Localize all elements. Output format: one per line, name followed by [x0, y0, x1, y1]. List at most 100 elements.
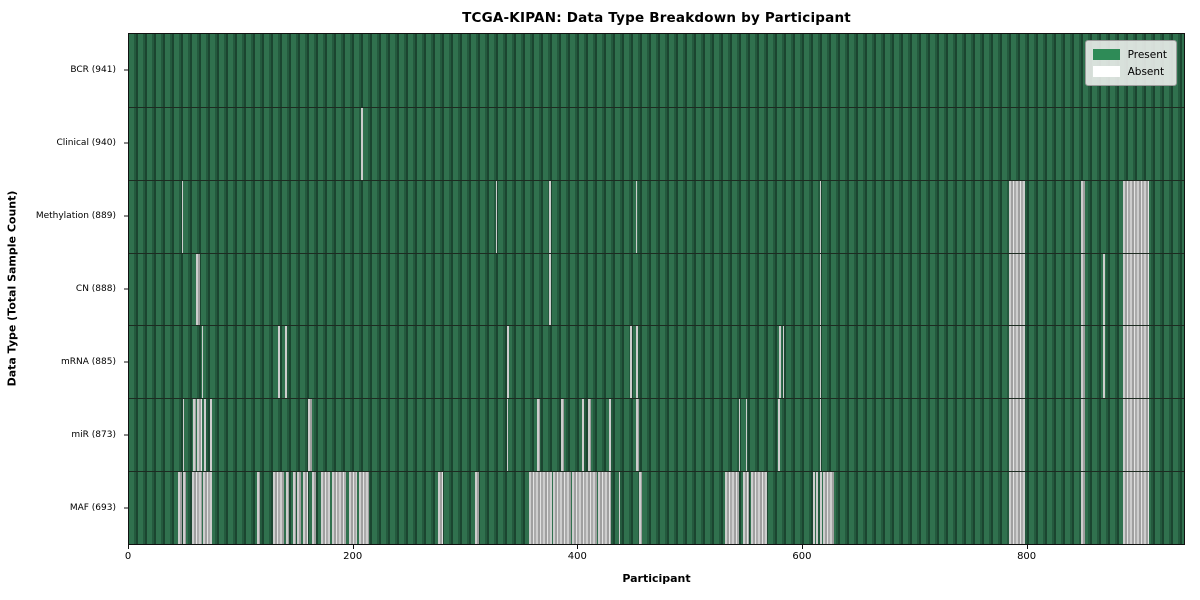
x-tick-label: 0: [124, 551, 132, 562]
absent-swatch: [1092, 66, 1120, 77]
absent-stripe: [196, 253, 200, 326]
legend-item-present: Present: [1092, 46, 1167, 63]
absent-stripe: [201, 326, 204, 399]
absent-stripe: [639, 472, 643, 544]
absent-stripe: [745, 399, 748, 472]
absent-stripe: [197, 399, 202, 472]
absent-stripe: [348, 472, 357, 544]
absent-stripe: [1123, 326, 1150, 399]
absent-stripe: [549, 180, 551, 253]
y-axis-ticks: BCR (941) Clinical (940) Methylation (889)…: [0, 33, 128, 545]
heatmap-row-methylation: [129, 179, 1184, 253]
absent-stripe: [1009, 326, 1025, 399]
absent-stripe: [278, 326, 281, 399]
absent-stripe: [1080, 253, 1086, 326]
absent-stripe: [743, 472, 749, 544]
absent-stripe: [587, 399, 591, 472]
absent-stripe: [506, 399, 509, 472]
x-axis-ticks: 0 200 400 600 800: [124, 545, 1185, 567]
absent-stripe: [819, 472, 822, 544]
legend: Present Absent: [1084, 40, 1177, 86]
absent-stripe: [209, 399, 212, 472]
absent-stripe: [529, 472, 552, 544]
absent-stripe: [1103, 326, 1105, 399]
present-swatch: [1092, 49, 1120, 60]
absent-stripe: [635, 399, 640, 472]
absent-stripe: [292, 472, 297, 544]
absent-stripe: [256, 472, 261, 544]
absent-stripe: [1009, 399, 1025, 472]
x-tick-mark: [1026, 545, 1028, 549]
absent-stripe: [191, 472, 202, 544]
x-tick-label: 200: [343, 551, 363, 562]
y-tick-label-bcr: BCR (941): [70, 64, 116, 75]
x-tick-label: 400: [567, 551, 587, 562]
x-axis-label: Participant: [622, 572, 691, 585]
absent-stripe: [812, 472, 816, 544]
absent-stripe: [635, 326, 638, 399]
legend-item-absent: Absent: [1092, 63, 1167, 80]
absent-stripe: [549, 253, 551, 326]
x-tick-mark: [801, 545, 803, 549]
legend-label-present: Present: [1127, 48, 1167, 61]
absent-stripe: [822, 472, 835, 544]
absent-stripe: [1103, 253, 1105, 326]
absent-stripe: [438, 472, 443, 544]
chart-title: TCGA-KIPAN: Data Type Breakdown by Parti…: [462, 10, 851, 26]
absent-stripe: [302, 472, 309, 544]
absent-stripe: [272, 472, 284, 544]
absent-stripe: [630, 326, 633, 399]
absent-stripe: [725, 472, 739, 544]
absent-stripe: [778, 399, 781, 472]
absent-stripe: [819, 326, 822, 399]
absent-stripe: [1080, 180, 1086, 253]
plot-area: Present Absent: [128, 33, 1185, 545]
absent-stripe: [571, 472, 597, 544]
absent-stripe: [506, 326, 510, 399]
absent-stripe: [204, 399, 207, 472]
y-tick-mark: [124, 142, 128, 144]
absent-stripe: [1080, 472, 1086, 544]
absent-stripe: [178, 472, 182, 544]
absent-stripe: [751, 472, 767, 544]
absent-stripe: [819, 180, 822, 253]
y-tick-label-mrna: mRNA (885): [61, 357, 116, 368]
absent-stripe: [816, 472, 819, 544]
absent-stripe: [285, 472, 290, 544]
absent-stripe: [1080, 326, 1086, 399]
absent-stripe: [284, 326, 288, 399]
absent-stripe: [1123, 399, 1150, 472]
absent-stripe: [560, 399, 564, 472]
absent-stripe: [495, 180, 498, 253]
y-tick-mark: [124, 69, 128, 71]
absent-stripe: [182, 399, 185, 472]
absent-stripe: [537, 399, 541, 472]
absent-stripe: [1123, 180, 1150, 253]
y-tick-mark: [124, 507, 128, 509]
x-tick-label: 600: [792, 551, 812, 562]
absent-stripe: [608, 399, 612, 472]
absent-stripe: [1009, 180, 1025, 253]
absent-stripe: [320, 472, 330, 544]
y-tick-mark: [124, 361, 128, 363]
heatmap-row-cn: [129, 252, 1184, 326]
y-tick-label-maf: MAF (693): [69, 503, 116, 514]
absent-stripe: [308, 399, 312, 472]
absent-stripe: [819, 253, 822, 326]
absent-stripe: [1009, 472, 1025, 544]
absent-stripe: [819, 399, 822, 472]
legend-label-absent: Absent: [1127, 65, 1165, 78]
y-tick-label-methylation: Methylation (889): [35, 210, 116, 221]
heatmap-row-mrna: [129, 325, 1184, 399]
absent-stripe: [581, 399, 585, 472]
x-tick-label: 800: [1017, 551, 1037, 562]
y-tick-label-clinical: Clinical (940): [56, 137, 116, 148]
heatmap-row-mir: [129, 398, 1184, 472]
absent-stripe: [475, 472, 479, 544]
absent-stripe: [618, 472, 621, 544]
absent-stripe: [1123, 253, 1150, 326]
absent-stripe: [361, 107, 363, 180]
y-tick-mark: [124, 434, 128, 436]
absent-stripe: [331, 472, 347, 544]
